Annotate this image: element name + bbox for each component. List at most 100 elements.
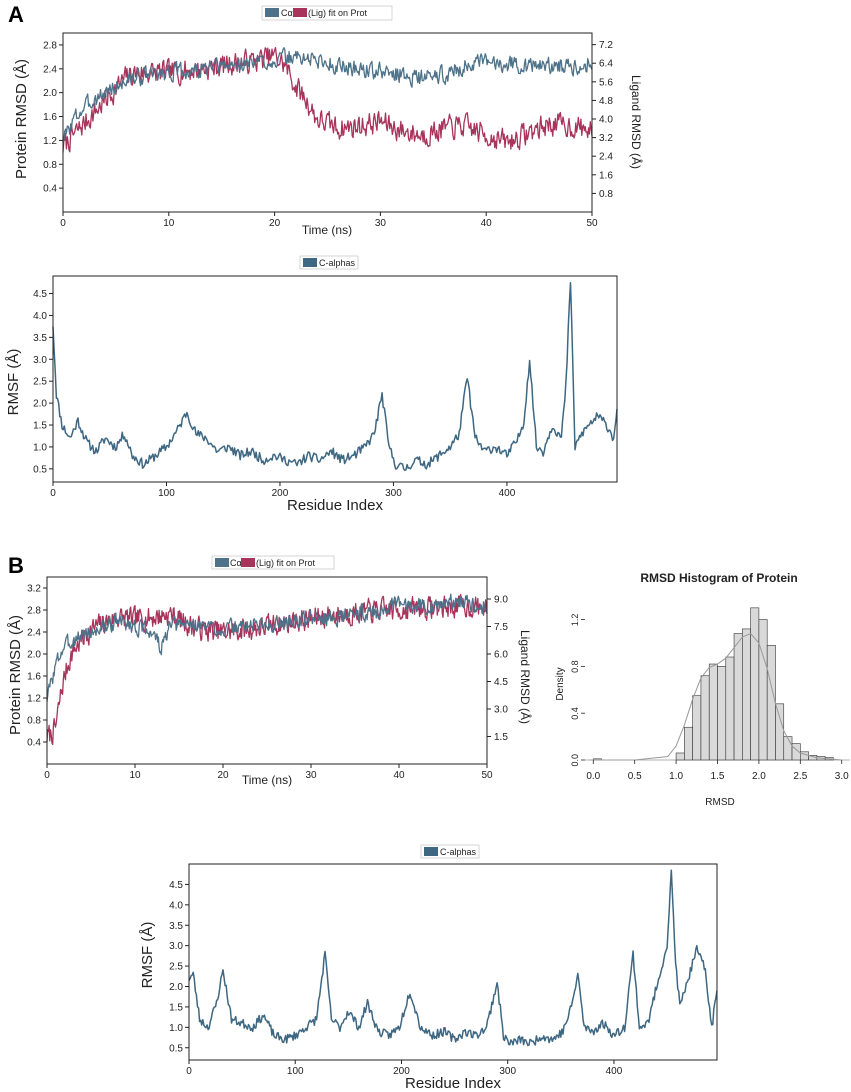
panel-a-rmsd-chart: Cα (Lig) fit on Prot 0 10 20 30 40 50 0.4 0.8 1.…: [13, 5, 644, 237]
x-axis-label: Residue Index: [405, 1075, 501, 1092]
panel-b-rmsd-chart: Cα (Lig) fit on Prot 0 10 20 30 40 50 0.4 0.8 1.…: [7, 555, 533, 787]
y-axis-label: RMSF (Å): [139, 922, 156, 989]
histogram-bar: [758, 619, 768, 761]
kde-curve: [589, 632, 842, 761]
y2-tick-label: 6.0: [494, 650, 508, 661]
y2-tick-label: 7.2: [599, 40, 613, 51]
y-tick-label: 2.0: [27, 650, 41, 661]
x-tick-label: 20: [269, 218, 281, 229]
x-tick-label: 300: [499, 1066, 516, 1077]
histogram-bar: [684, 726, 693, 761]
x-tick-label: 0: [186, 1066, 192, 1077]
x-tick-label: 40: [481, 218, 493, 229]
x-tick-label: 200: [272, 488, 289, 499]
x-tick-label: 400: [499, 488, 516, 499]
y2-tick-label: 1.6: [599, 170, 613, 181]
histogram-bar: [783, 736, 793, 761]
y-tick-label: 4.0: [169, 900, 183, 911]
y-tick-label: 3.5: [169, 921, 183, 932]
x-tick-label: 2.0: [752, 771, 766, 782]
y-tick-label: 2.4: [43, 64, 57, 75]
x-tick-label: 100: [287, 1066, 304, 1077]
legend-calpha-label: C-alphas: [319, 258, 356, 268]
panel-b-label: B: [8, 553, 24, 578]
x-tick-label: 300: [385, 488, 402, 499]
y-axis-label: Protein RMSD (Å): [7, 615, 24, 735]
y2-tick-label: 2.4: [599, 152, 613, 163]
protein-rmsd-line: [46, 593, 488, 702]
x-tick-label: 10: [163, 218, 175, 229]
y-tick-label: 2.0: [33, 399, 47, 410]
legend-ligand-label: (Lig) fit on Prot: [256, 558, 316, 568]
y-tick-label: 4.0: [33, 311, 47, 322]
y-tick-label: 2.0: [169, 982, 183, 993]
histogram-bar: [750, 607, 760, 761]
plot-frame: [188, 863, 718, 1061]
y-tick-label: 2.5: [169, 962, 183, 973]
y-tick-label: 0.8: [27, 716, 41, 727]
y-tick-label: 3.5: [33, 333, 47, 344]
histogram-bar: [700, 675, 710, 761]
x-tick-label: 400: [606, 1066, 623, 1077]
x-tick-label: 30: [305, 770, 317, 781]
plot-area: 0 10 20 30 40 50 0.4 0.8 1.2 1.6 2.0 2.4 2.8 0.8 1.6 2.…: [43, 32, 613, 229]
x-tick-label: 2.5: [793, 771, 807, 782]
y-tick-label: 1.0: [33, 442, 47, 453]
histogram-bar: [692, 695, 702, 761]
y-tick-label: 1.5: [169, 1002, 183, 1013]
x-tick-label: 0.0: [586, 771, 600, 782]
y-tick-label: 0.0: [570, 754, 580, 767]
y-tick-label: 1.6: [43, 112, 57, 123]
y-tick-label: 0.5: [169, 1043, 183, 1054]
x-tick-label: 10: [129, 770, 141, 781]
rmsf-line: [188, 869, 718, 1047]
y2-tick-label: 3.2: [599, 133, 613, 144]
x-tick-label: 0: [50, 488, 56, 499]
panel-a-label: A: [8, 2, 24, 27]
y-tick-label: 4.5: [169, 880, 183, 891]
histogram-bar: [733, 633, 743, 761]
histogram-bar: [775, 703, 785, 761]
y-tick-label: 0.4: [43, 184, 57, 195]
y-tick-label: 0.8: [43, 160, 57, 171]
x-axis-label: RMSD: [705, 797, 734, 808]
legend-protein-swatch: [265, 8, 279, 17]
y-axis-label: Density: [555, 667, 566, 700]
legend-protein-label: Cα: [230, 558, 242, 568]
y2-tick-label: 0.8: [599, 189, 613, 200]
x-axis-label: Residue Index: [287, 497, 383, 514]
y-tick-label: 2.5: [33, 377, 47, 388]
x-tick-label: 50: [586, 218, 598, 229]
y2-axis-label: Ligand RMSD (Å): [629, 75, 644, 169]
y-tick-label: 0.5: [33, 464, 47, 475]
x-tick-label: 200: [393, 1066, 410, 1077]
y2-tick-label: 7.5: [494, 622, 508, 633]
x-tick-label: 40: [393, 770, 405, 781]
y2-tick-label: 1.5: [494, 732, 508, 743]
x-tick-label: 20: [217, 770, 229, 781]
x-tick-label: 0: [60, 218, 66, 229]
x-tick-label: 0: [44, 770, 50, 781]
x-axis-label: Time (ns): [302, 223, 352, 237]
x-tick-label: 0.5: [628, 771, 642, 782]
histogram-bar: [766, 645, 776, 761]
y-tick-label: 3.0: [33, 355, 47, 366]
histogram-title: RMSD Histogram of Protein: [640, 571, 797, 585]
y-tick-label: 2.0: [43, 88, 57, 99]
legend-calpha-swatch: [303, 258, 317, 267]
y2-tick-label: 9.0: [494, 595, 508, 606]
y-tick-label: 0.4: [27, 738, 41, 749]
y-axis-label: Protein RMSD (Å): [13, 59, 30, 179]
y-tick-label: 1.0: [169, 1023, 183, 1034]
plot-area: 0.0 0.5 1.0 1.5 2.0 2.5 3.0 0.0 0.4 0.8 1.2: [570, 607, 850, 782]
plot-area: 0 100 200 300 400 0.5 1.0 1.5 2.0 2.5 3.0 3.5 4.0 4.5: [33, 275, 618, 499]
legend-calpha-label: C-alphas: [440, 847, 477, 857]
protein-rmsd-line: [62, 47, 593, 145]
x-tick-label: 1.5: [711, 771, 725, 782]
y2-tick-label: 4.8: [599, 96, 613, 107]
plot-frame: [62, 32, 593, 213]
histogram-bar: [725, 656, 735, 761]
legend-ligand-swatch: [293, 8, 307, 17]
plot-frame: [52, 275, 618, 483]
y-tick-label: 1.2: [570, 614, 580, 627]
